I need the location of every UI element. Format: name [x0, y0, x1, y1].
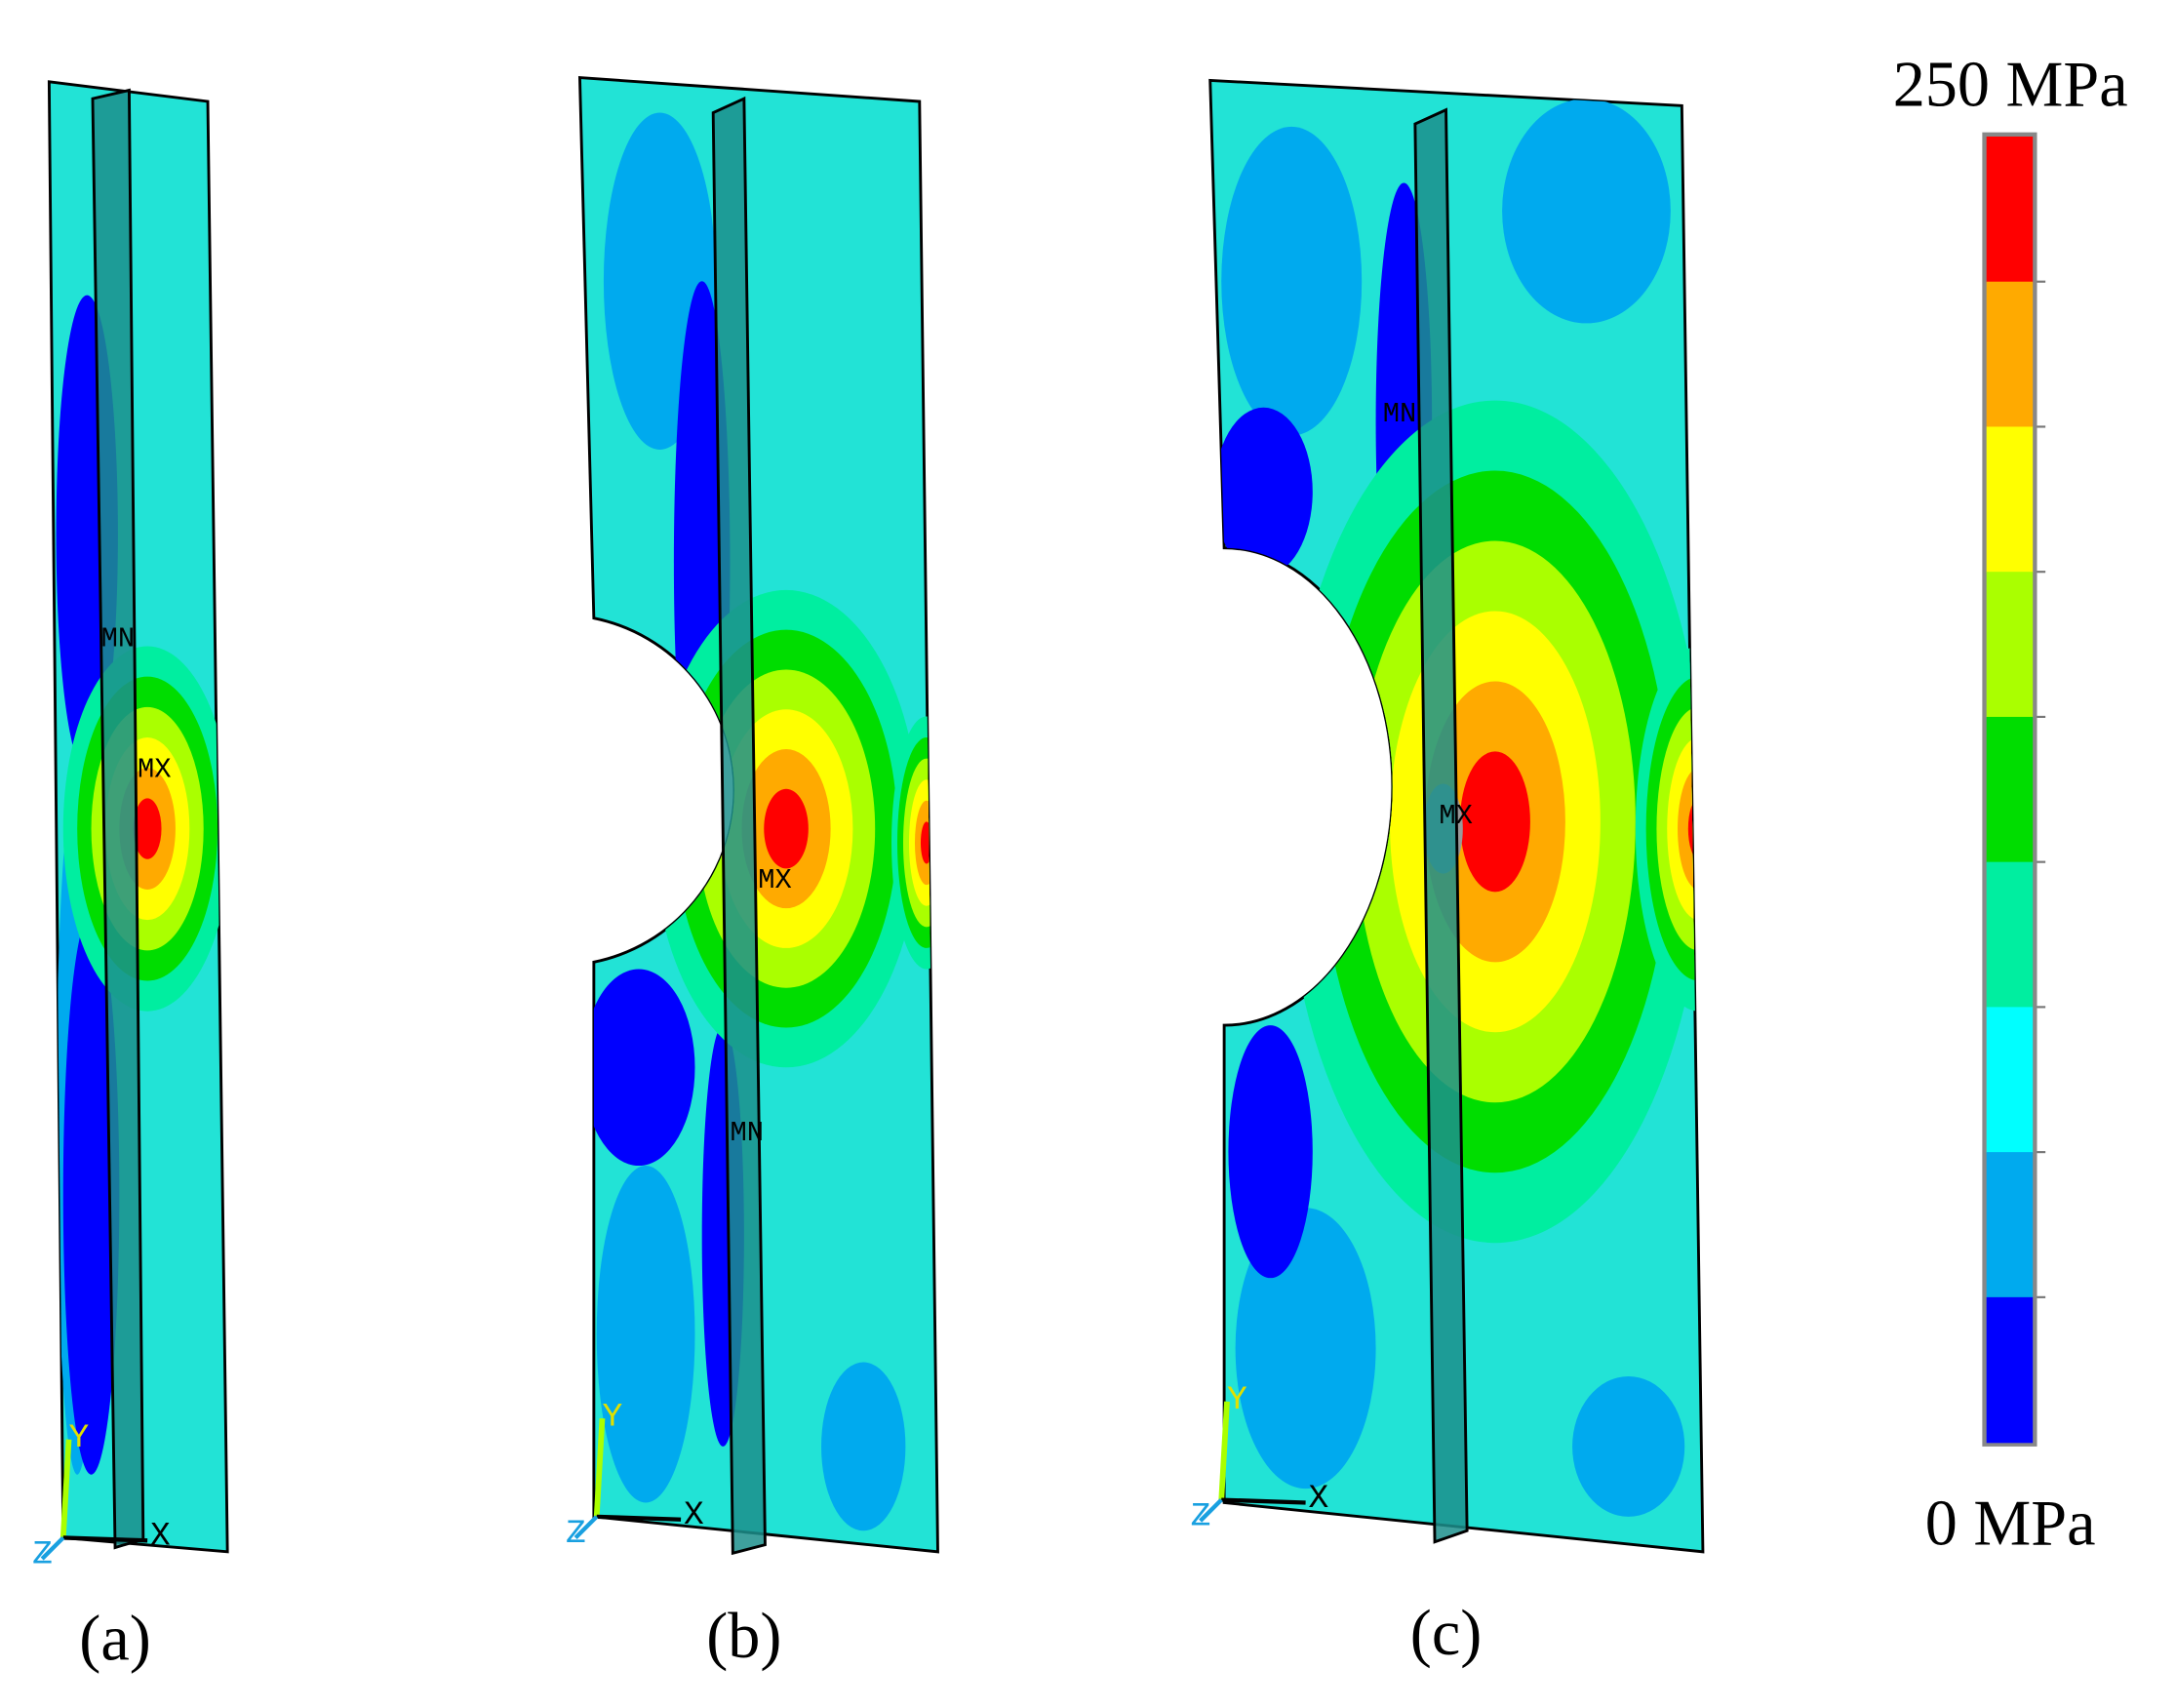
max-marker: MX — [758, 864, 792, 896]
triad-y-label: Y — [602, 1398, 622, 1436]
colorbar-band — [1986, 572, 2034, 718]
contour-low — [1221, 126, 1363, 436]
triad-y-label: Y — [69, 1419, 90, 1457]
min-marker: MN — [1383, 398, 1417, 430]
panel: MN MX (b) Y X Z — [566, 75, 939, 1672]
min-marker: MN — [101, 622, 136, 655]
triad-x — [1221, 1497, 1306, 1505]
contour-band — [764, 788, 809, 869]
triad-z-label: Z — [32, 1535, 53, 1573]
colorbar-band — [1986, 716, 2034, 863]
colorbar-band — [1986, 1152, 2034, 1298]
stiffener — [1413, 107, 1469, 1544]
colorbar-band — [1986, 426, 2034, 573]
contour-band — [920, 821, 932, 864]
contour-low — [596, 1166, 695, 1503]
max-marker: MX — [1439, 800, 1473, 832]
contour-band — [133, 798, 162, 859]
contour-band — [1459, 751, 1530, 893]
triad-y — [1218, 1401, 1230, 1500]
contour-band — [1687, 798, 1703, 859]
panel-label: (b) — [706, 1601, 781, 1672]
colorbar-max: 250 MPa — [1893, 49, 2128, 120]
panel-label: (a) — [79, 1604, 150, 1675]
colorbar-band — [1986, 1296, 2034, 1444]
contour-low — [1572, 1375, 1685, 1517]
contour-low — [1502, 99, 1671, 324]
triad-x-label: X — [1308, 1480, 1328, 1518]
triad-y — [59, 1439, 72, 1538]
triad-z — [40, 1535, 65, 1561]
triad-x-label: X — [150, 1518, 171, 1556]
colorbar-band — [1986, 281, 2034, 428]
triad-x — [596, 1514, 682, 1522]
min-marker: MN — [730, 1117, 764, 1149]
contour-min — [62, 912, 120, 1475]
contour-min — [1228, 1025, 1313, 1279]
triad-y — [593, 1417, 606, 1518]
triad-z — [574, 1515, 599, 1539]
triad-z-label: Z — [1191, 1498, 1211, 1536]
triad-z — [1199, 1498, 1223, 1523]
panel: MN MX (a) Y X Z — [32, 80, 229, 1675]
colorbar-band — [1986, 1007, 2034, 1153]
contour-low — [821, 1362, 906, 1531]
panel: MN MX (c) Y X Z — [1191, 78, 1705, 1669]
contour-min — [1214, 407, 1313, 576]
max-marker: MX — [138, 753, 172, 785]
triad-x — [62, 1535, 148, 1543]
triad-x-label: X — [684, 1496, 704, 1534]
contour-band — [1678, 768, 1703, 890]
triad-z-label: Z — [566, 1515, 586, 1553]
contour-band — [1667, 737, 1703, 921]
contour-min — [582, 969, 695, 1167]
colorbar-band — [1986, 136, 2034, 283]
stiffener — [711, 96, 767, 1556]
colorbar-band — [1986, 861, 2034, 1009]
panel-label: (c) — [1410, 1598, 1482, 1669]
triad-y-label: Y — [1227, 1381, 1247, 1419]
colorbar-min: 0 MPa — [1925, 1489, 2096, 1560]
